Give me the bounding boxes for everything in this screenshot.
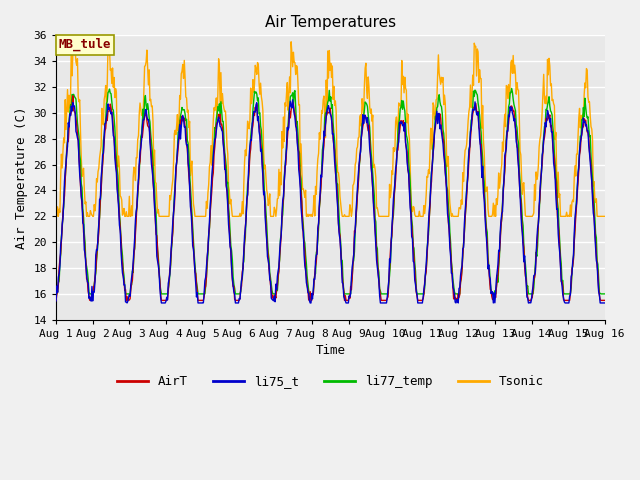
Text: MB_tule: MB_tule	[59, 38, 111, 51]
Y-axis label: Air Temperature (C): Air Temperature (C)	[15, 106, 28, 249]
X-axis label: Time: Time	[316, 344, 346, 357]
Legend: AirT, li75_t, li77_temp, Tsonic: AirT, li75_t, li77_temp, Tsonic	[111, 370, 549, 393]
Title: Air Temperatures: Air Temperatures	[265, 15, 396, 30]
